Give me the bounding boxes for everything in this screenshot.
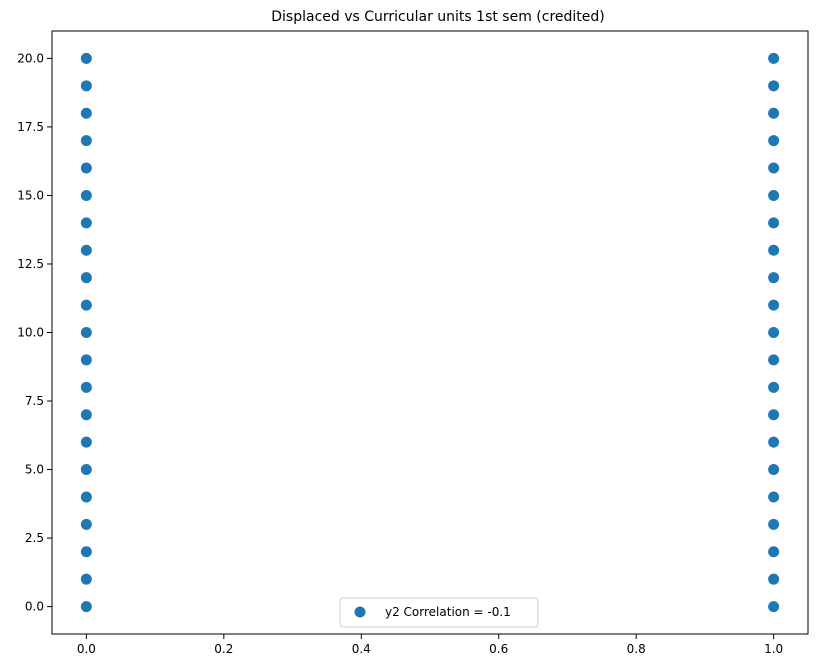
y-tick-label: 12.5	[17, 257, 44, 271]
y-tick-label: 17.5	[17, 120, 44, 134]
scatter-point	[80, 436, 92, 448]
x-tick-label: 0.2	[214, 642, 233, 656]
scatter-point	[80, 546, 92, 558]
scatter-point	[80, 135, 92, 147]
scatter-point	[768, 601, 780, 613]
scatter-point	[768, 135, 780, 147]
scatter-point	[80, 299, 92, 311]
scatter-point	[768, 244, 780, 256]
scatter-point	[768, 327, 780, 338]
scatter-point	[768, 464, 780, 476]
y-tick-label: 2.5	[25, 531, 44, 545]
scatter-point	[80, 272, 92, 284]
plot-frame	[51, 30, 809, 635]
scatter-point	[80, 464, 92, 476]
y-tick-label: 0.0	[25, 600, 44, 614]
scatter-point	[768, 189, 780, 201]
scatter-point	[80, 381, 92, 393]
y-tick-label: 5.0	[25, 463, 44, 477]
scatter-point	[768, 436, 780, 448]
x-tick-label: 0.8	[627, 642, 646, 656]
scatter-point	[768, 381, 780, 393]
scatter-point	[768, 52, 780, 64]
scatter-point	[80, 327, 92, 338]
scatter-point	[768, 107, 780, 119]
x-tick-label: 1.0	[764, 642, 783, 656]
scatter-point	[80, 354, 92, 366]
scatter-point	[768, 518, 780, 530]
scatter-point	[80, 52, 92, 64]
y-tick-label: 10.0	[17, 326, 44, 340]
scatter-point	[768, 299, 780, 311]
x-tick-label: 0.0	[77, 642, 96, 656]
legend-label: y2 Correlation = -0.1	[385, 605, 511, 619]
scatter-point	[80, 491, 92, 503]
scatter-point	[768, 546, 780, 558]
legend-marker	[354, 606, 366, 618]
scatter-point	[768, 217, 780, 229]
scatter-point	[80, 189, 92, 201]
scatter-point	[768, 491, 780, 503]
legend-box	[339, 597, 539, 628]
x-tick-label: 0.6	[489, 642, 508, 656]
legend: y2 Correlation = -0.1	[339, 597, 539, 628]
y-tick-label: 20.0	[17, 51, 44, 65]
scatter-point	[80, 107, 92, 119]
scatter-point	[768, 80, 780, 92]
scatter-point	[768, 573, 780, 585]
scatter-point	[80, 573, 92, 585]
chart-title: Displaced vs Curricular units 1st sem (c…	[271, 9, 605, 25]
points-layer	[80, 52, 780, 613]
y-tick-label: 15.0	[17, 188, 44, 202]
scatter-point	[768, 272, 780, 284]
scatter-point	[80, 162, 92, 174]
scatter-point	[768, 162, 780, 174]
scatter-point	[80, 80, 92, 92]
scatter-point	[80, 518, 92, 530]
x-axis: 0.0 0.2 0.4 0.6 0.8 1.0	[77, 634, 783, 656]
x-tick-label: 0.4	[352, 642, 371, 656]
scatter-point	[768, 354, 780, 366]
scatter-point	[80, 601, 92, 613]
scatter-point	[80, 409, 92, 421]
y-tick-label: 7.5	[25, 394, 44, 408]
scatter-point	[80, 244, 92, 256]
scatter-point	[80, 217, 92, 229]
scatter-point	[768, 409, 780, 421]
y-axis: 0.0 2.5 5.0 7.5 10.0 12.5 15.0 17.5 20.0	[17, 51, 52, 614]
